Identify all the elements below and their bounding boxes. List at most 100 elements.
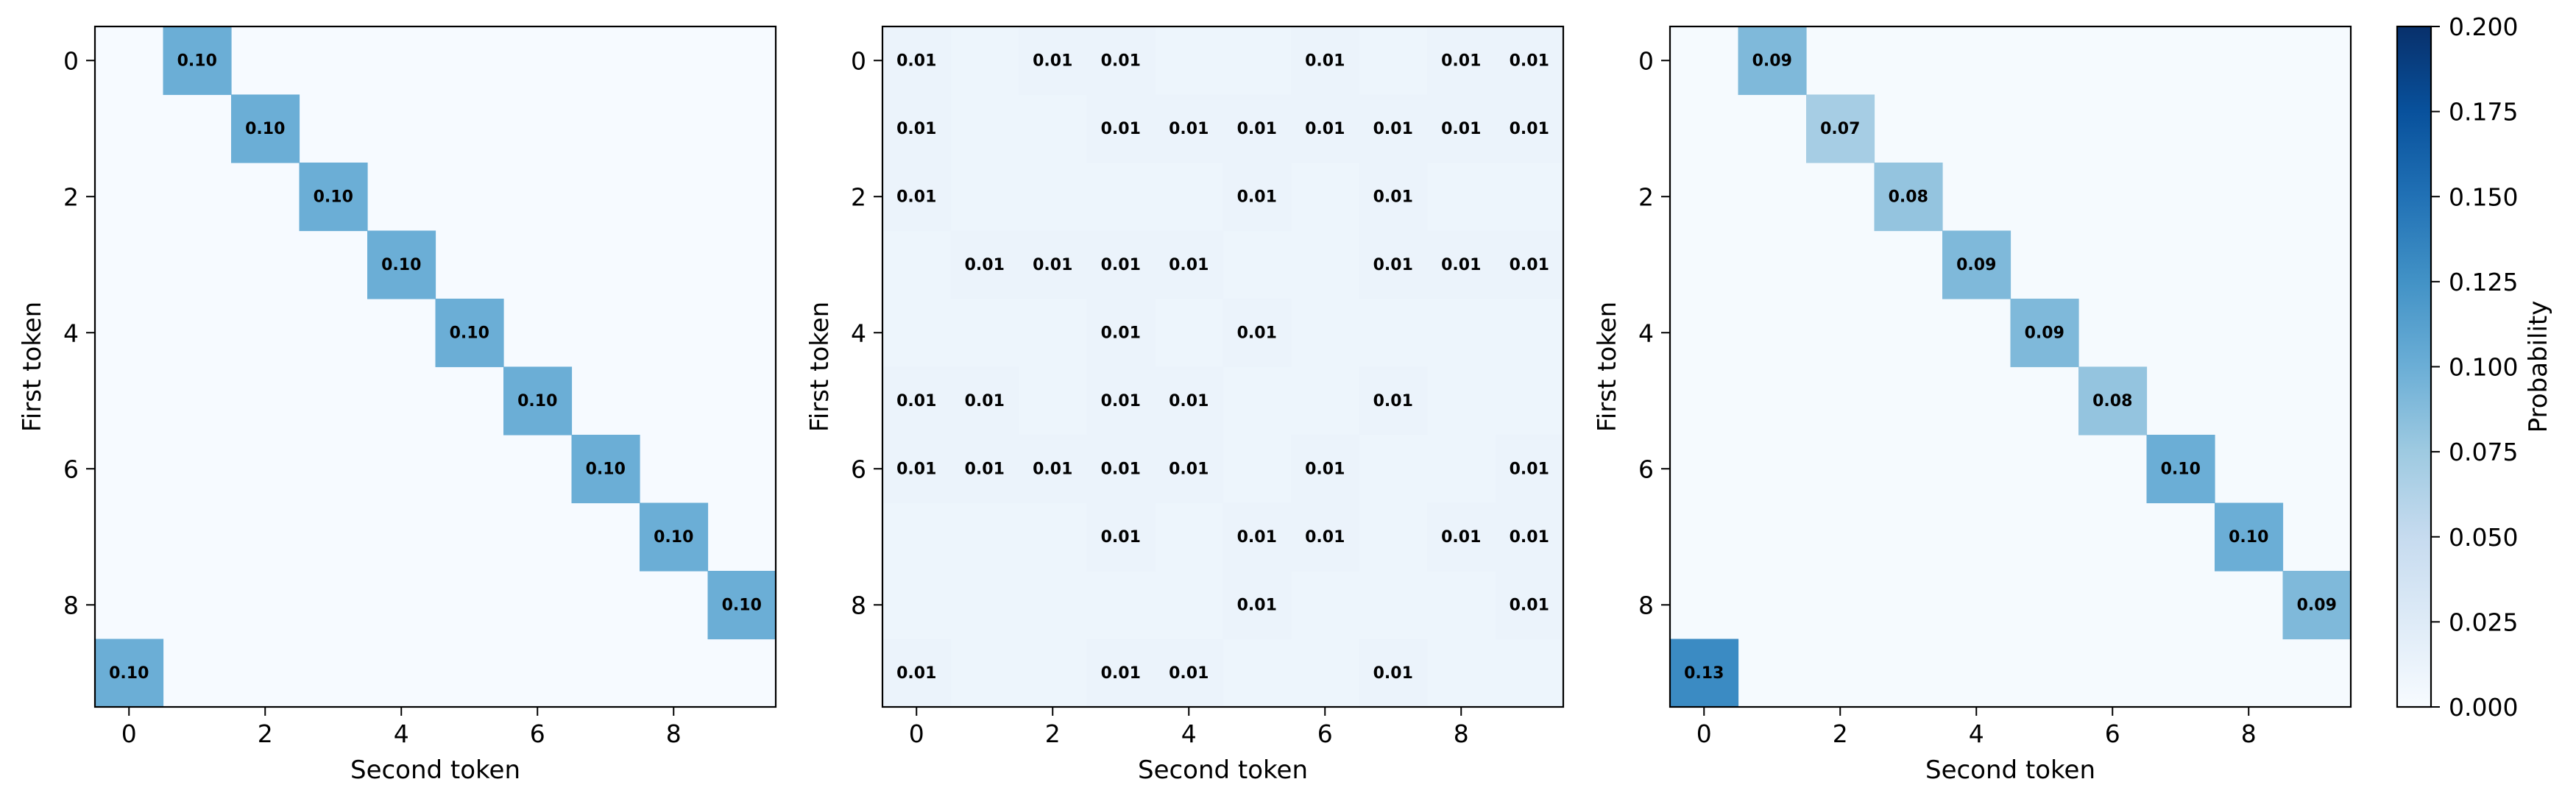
heatmap-cell — [1942, 366, 2011, 435]
cell-value-label: 0.01 — [1169, 120, 1209, 138]
cell-value-label: 0.01 — [1510, 256, 1549, 274]
cell-value-label: 0.01 — [1373, 392, 1413, 410]
heatmap-cell — [163, 639, 232, 708]
cell-value-label: 0.01 — [1101, 120, 1141, 138]
heatmap-cell — [2282, 435, 2352, 504]
heatmap-cell — [571, 366, 640, 435]
heatmap-cell — [1427, 435, 1496, 504]
y-tick-label: 0 — [851, 46, 866, 75]
heatmap-cell — [1806, 435, 1875, 504]
heatmap-cell — [1738, 299, 1807, 368]
colorbar-tick-label: 0.050 — [2449, 523, 2518, 552]
cell-value-label: 0.01 — [1305, 51, 1345, 70]
heatmap-cell — [1427, 639, 1496, 708]
heatmap-cell — [2215, 26, 2284, 96]
cell-value-label: 0.01 — [1033, 51, 1072, 70]
x-tick-label: 8 — [666, 719, 682, 748]
cell-value-label: 0.10 — [722, 596, 762, 614]
heatmap-cell — [231, 366, 300, 435]
heatmap-cell — [299, 435, 368, 504]
heatmap-cell-highlight — [1222, 94, 1292, 163]
heatmap-cell — [1670, 163, 1739, 232]
heatmap-cell — [707, 299, 776, 368]
heatmap-cell — [1291, 571, 1360, 640]
heatmap-cell — [95, 230, 164, 299]
heatmap-cell-highlight — [1086, 230, 1156, 299]
heatmap-cell — [1738, 163, 1807, 232]
y-axis-label: First token — [1593, 302, 1622, 432]
heatmap-cell — [435, 230, 504, 299]
heatmap-cell — [1670, 571, 1739, 640]
colorbar-tick-label: 0.025 — [2449, 608, 2518, 636]
heatmap-cell — [299, 299, 368, 368]
x-tick-label: 6 — [530, 719, 545, 748]
heatmap-cell — [299, 26, 368, 96]
heatmap-cell-highlight — [95, 639, 164, 708]
heatmap-cell — [435, 435, 504, 504]
heatmap-cell — [163, 163, 232, 232]
cell-value-label: 0.01 — [1033, 256, 1072, 274]
y-tick-label: 4 — [63, 319, 79, 347]
heatmap-cell — [299, 94, 368, 163]
heatmap-cell — [367, 435, 436, 504]
heatmap-cell — [707, 230, 776, 299]
heatmap-cell — [2010, 435, 2079, 504]
heatmap-cell — [2215, 435, 2284, 504]
heatmap-cell — [95, 571, 164, 640]
y-tick-label: 2 — [1638, 182, 1654, 211]
cell-value-label: 0.01 — [1510, 528, 1549, 547]
heatmap-cell — [1086, 163, 1156, 232]
heatmap-cell — [1086, 571, 1156, 640]
heatmap-cell — [1806, 366, 1875, 435]
heatmap-cell — [503, 639, 573, 708]
heatmap-cell-highlight — [2146, 435, 2215, 504]
heatmap-cell-highlight — [1495, 94, 1564, 163]
cell-value-label: 0.01 — [1237, 528, 1277, 547]
heatmap-cell-highlight — [1495, 502, 1564, 572]
heatmap-cell — [1291, 639, 1360, 708]
heatmap-cell-highlight — [1086, 435, 1156, 504]
heatmap-cell — [503, 94, 573, 163]
heatmap-cell — [231, 26, 300, 96]
heatmap-cell — [163, 435, 232, 504]
heatmap-cell — [1359, 26, 1428, 96]
heatmap-cell-highlight — [882, 366, 952, 435]
heatmap-cell-highlight — [1495, 571, 1564, 640]
heatmap-cell-highlight — [1495, 435, 1564, 504]
heatmap-cell — [1738, 366, 1807, 435]
heatmap-cell-highlight — [163, 26, 232, 96]
heatmap-cell — [640, 163, 709, 232]
heatmap-cell-highlight — [1019, 435, 1088, 504]
heatmap-cell — [1738, 502, 1807, 572]
heatmap-cell — [707, 366, 776, 435]
heatmap-cell-highlight — [503, 366, 573, 435]
heatmap-cell — [435, 163, 504, 232]
heatmap-cell-highlight — [1155, 94, 1224, 163]
heatmap-cell — [950, 26, 1019, 96]
heatmap-cell — [1942, 502, 2011, 572]
heatmap-cell — [367, 163, 436, 232]
cell-value-label: 0.10 — [314, 188, 353, 206]
cell-value-label: 0.01 — [1101, 664, 1141, 683]
heatmap-cell — [1019, 299, 1088, 368]
heatmap-cell — [231, 163, 300, 232]
heatmap-cell — [2215, 163, 2284, 232]
heatmap-cell-highlight — [1359, 366, 1428, 435]
cell-value-label: 0.09 — [1956, 256, 1996, 274]
heatmap-cell — [1806, 163, 1875, 232]
heatmap-cell-highlight — [950, 435, 1019, 504]
heatmap-cell — [2010, 94, 2079, 163]
heatmap-cell — [2146, 571, 2215, 640]
y-tick-label: 8 — [63, 591, 79, 619]
heatmap-cell — [1806, 502, 1875, 572]
x-tick-label: 0 — [1696, 719, 1712, 748]
heatmap-cell — [571, 502, 640, 572]
heatmap-cell — [435, 26, 504, 96]
heatmap-cell — [640, 571, 709, 640]
heatmap-cell — [2282, 299, 2352, 368]
heatmap-cell — [882, 571, 952, 640]
cell-value-label: 0.01 — [896, 51, 936, 70]
y-tick-label: 6 — [63, 455, 79, 483]
heatmap-cell — [503, 502, 573, 572]
heatmap-cell — [1874, 571, 1943, 640]
